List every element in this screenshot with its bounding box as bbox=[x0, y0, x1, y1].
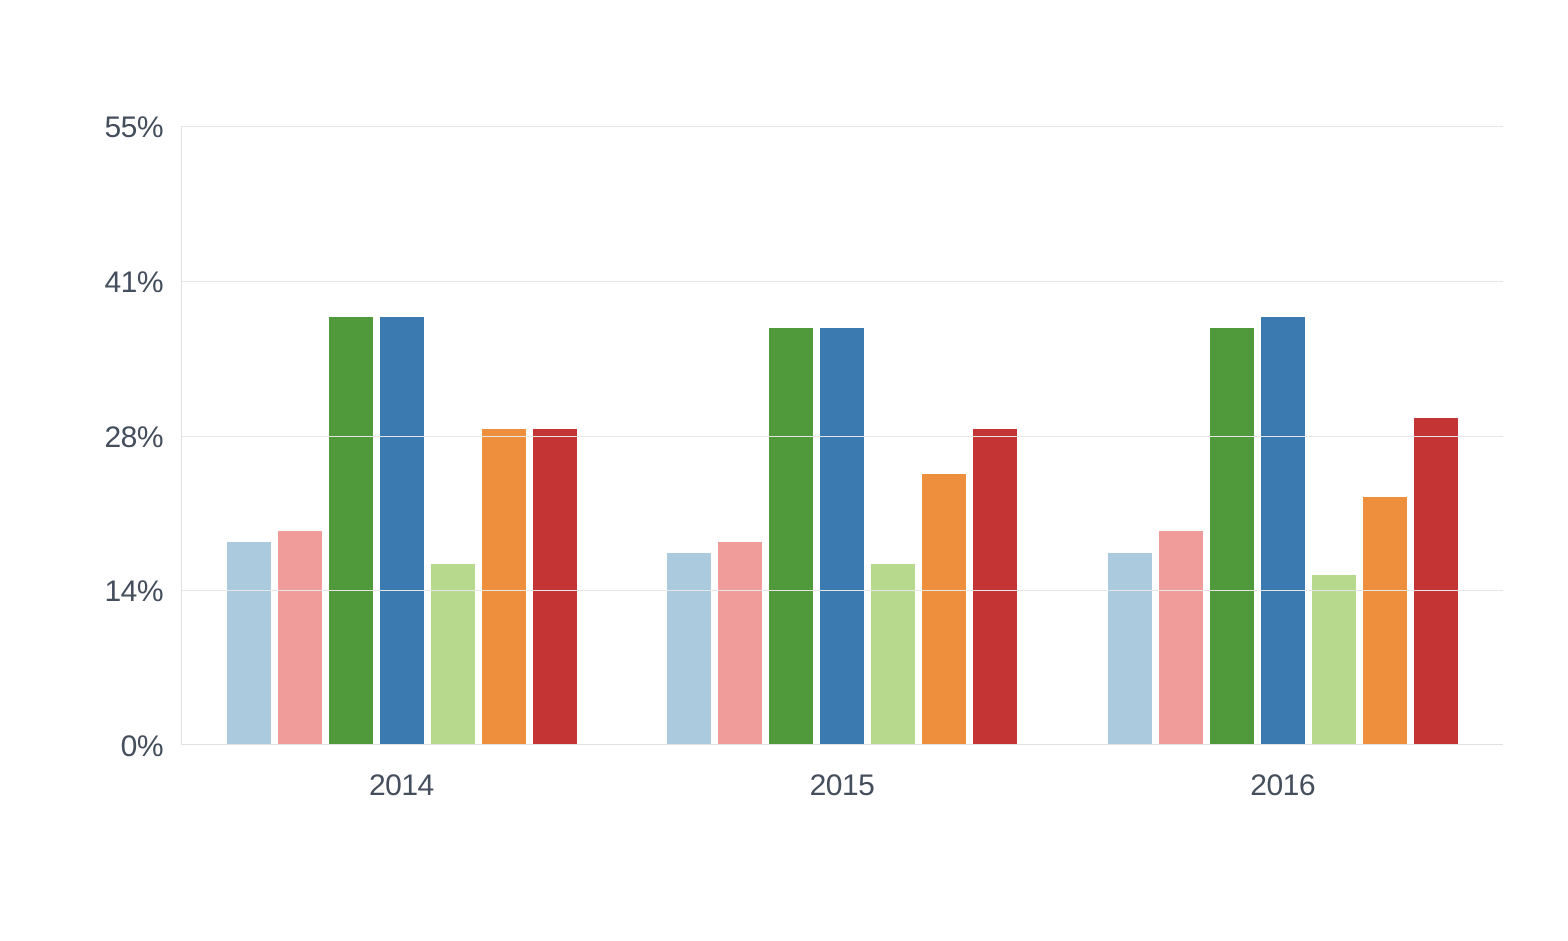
bar-group-2015 bbox=[622, 126, 1062, 744]
y-axis-tick-label: 0% bbox=[120, 730, 164, 763]
gridline bbox=[182, 590, 1503, 591]
bar-blue-2015 bbox=[820, 328, 865, 744]
bar-light-green-2014 bbox=[431, 564, 476, 744]
bar-blue-2014 bbox=[380, 317, 425, 744]
y-axis-tick-label: 28% bbox=[104, 421, 163, 454]
bar-red-2015 bbox=[973, 429, 1018, 744]
bar-pink-2015 bbox=[718, 541, 763, 744]
x-axis-label-2016: 2016 bbox=[1250, 769, 1316, 802]
bar-orange-2014 bbox=[482, 429, 527, 744]
bar-light-blue-2016 bbox=[1107, 552, 1152, 744]
bar-orange-2015 bbox=[922, 474, 967, 744]
plot-area bbox=[181, 126, 1503, 745]
x-axis-label-2014: 2014 bbox=[368, 769, 434, 802]
bar-green-2014 bbox=[329, 317, 374, 744]
bar-light-green-2016 bbox=[1311, 575, 1356, 744]
bar-blue-2016 bbox=[1260, 317, 1305, 744]
bar-green-2016 bbox=[1209, 328, 1254, 744]
gridline bbox=[182, 436, 1503, 437]
bar-red-2016 bbox=[1413, 418, 1458, 744]
bar-group-2016 bbox=[1063, 126, 1503, 744]
bar-pink-2016 bbox=[1158, 530, 1203, 744]
bar-light-blue-2014 bbox=[227, 541, 272, 744]
gridline bbox=[182, 281, 1503, 282]
y-axis-tick-label: 14% bbox=[104, 575, 163, 608]
bar-red-2014 bbox=[533, 429, 578, 744]
y-axis-tick-label: 55% bbox=[104, 111, 163, 144]
bar-orange-2016 bbox=[1362, 496, 1407, 744]
gridline bbox=[182, 126, 1503, 127]
bar-green-2015 bbox=[769, 328, 814, 744]
x-axis-label-2015: 2015 bbox=[809, 769, 875, 802]
y-axis-tick-label: 41% bbox=[104, 266, 163, 299]
bar-light-blue-2015 bbox=[667, 552, 712, 744]
bar-light-green-2015 bbox=[871, 564, 916, 744]
bar-pink-2014 bbox=[278, 530, 323, 744]
bar-groups bbox=[182, 126, 1503, 744]
bar-group-2014 bbox=[182, 126, 622, 744]
